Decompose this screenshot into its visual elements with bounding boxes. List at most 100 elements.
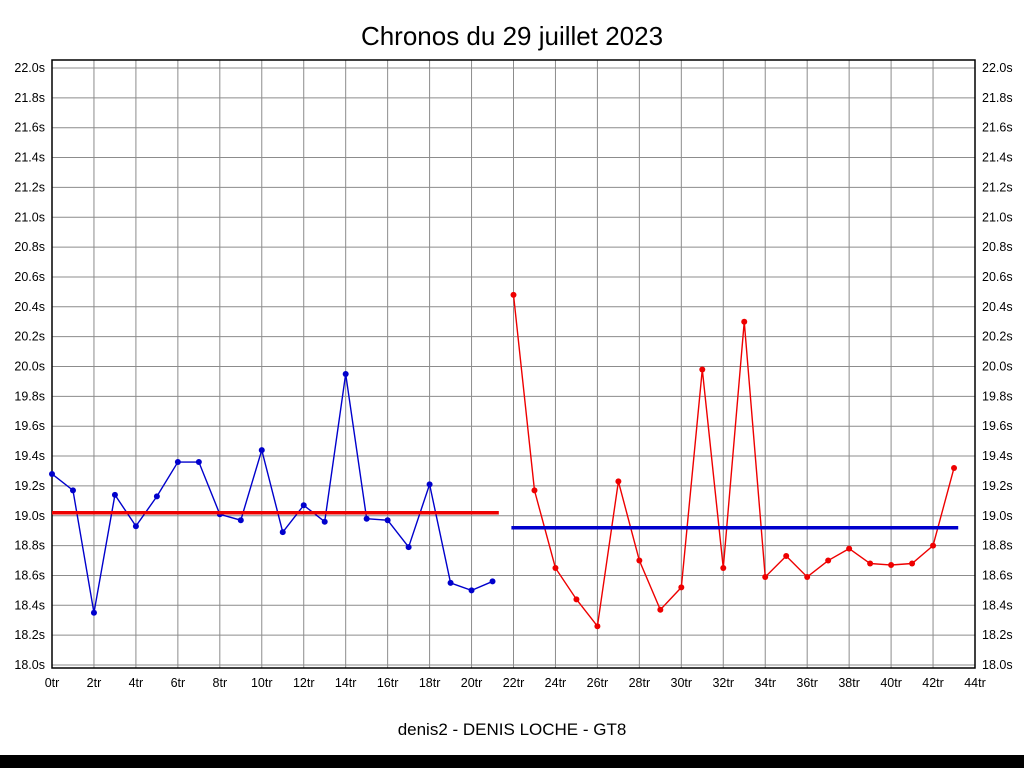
y-tick-label-right: 18.8s	[982, 539, 1013, 553]
chronos-session-1-point	[447, 579, 454, 586]
chronos-session-1-point	[49, 470, 55, 477]
x-tick-label: 20tr	[461, 676, 483, 690]
x-tick-label: 4tr	[129, 676, 144, 690]
y-tick-label-left: 21.0s	[14, 210, 45, 224]
chronos-session-2-point	[615, 478, 622, 485]
chronos-session-2-point	[657, 606, 664, 613]
y-tick-label-right: 22.0s	[982, 61, 1013, 75]
x-tick-label: 22tr	[503, 676, 525, 690]
x-tick-label: 0tr	[45, 676, 60, 690]
chronos-session-2-point	[783, 553, 790, 560]
chart-subtitle: denis2 - DENIS LOCHE - GT8	[397, 720, 627, 739]
x-tick-label: 6tr	[171, 676, 186, 690]
chronos-session-1-point	[468, 587, 475, 594]
chronos-session-1-point	[384, 517, 391, 524]
x-tick-label: 24tr	[545, 676, 567, 690]
chronos-session-1-point	[405, 544, 412, 551]
x-tick-label: 18tr	[419, 676, 441, 690]
x-tick-label: 28tr	[629, 676, 651, 690]
x-tick-label: 36tr	[796, 676, 818, 690]
chronos-session-2-point	[909, 560, 916, 567]
chronos-session-1-point	[321, 518, 328, 525]
x-tick-label: 42tr	[922, 676, 944, 690]
chronos-session-1-point	[111, 491, 118, 498]
chronos-session-2-point	[846, 545, 853, 552]
chronos-session-1-point	[342, 370, 349, 377]
x-tick-label: 16tr	[377, 676, 399, 690]
x-tick-label: 38tr	[838, 676, 860, 690]
y-tick-label-right: 18.2s	[982, 628, 1013, 642]
y-tick-label-right: 20.0s	[982, 360, 1013, 374]
y-tick-label-right: 19.6s	[982, 419, 1013, 433]
y-tick-label-left: 18.2s	[14, 628, 45, 642]
y-tick-label-left: 21.2s	[14, 180, 45, 194]
y-tick-label-left: 21.6s	[14, 121, 45, 135]
y-tick-label-right: 21.8s	[982, 91, 1013, 105]
y-tick-label-left: 21.4s	[14, 151, 45, 165]
y-tick-label-left: 18.8s	[14, 539, 45, 553]
y-tick-label-left: 19.2s	[14, 479, 45, 493]
y-tick-label-left: 22.0s	[14, 61, 45, 75]
y-tick-label-left: 18.0s	[14, 658, 45, 672]
y-tick-label-left: 19.8s	[14, 389, 45, 403]
chronos-session-1-point	[489, 578, 496, 585]
chronos-session-2-point	[552, 564, 559, 571]
y-tick-label-right: 19.8s	[982, 389, 1013, 403]
chronos-session-2-point	[951, 464, 958, 471]
y-tick-label-left: 21.8s	[14, 91, 45, 105]
y-tick-label-left: 20.2s	[14, 330, 45, 344]
y-tick-label-left: 19.0s	[14, 509, 45, 523]
chronos-session-1-point	[132, 523, 139, 530]
chronos-session-2-point	[594, 623, 601, 630]
chronos-session-1-point	[69, 487, 76, 494]
y-tick-label-left: 20.0s	[14, 360, 45, 374]
x-tick-label: 32tr	[712, 676, 734, 690]
chronos-session-2-point	[636, 557, 643, 564]
y-tick-label-right: 21.6s	[982, 121, 1013, 135]
y-tick-label-right: 20.2s	[982, 330, 1013, 344]
x-tick-label: 14tr	[335, 676, 357, 690]
y-tick-label-left: 18.6s	[14, 568, 45, 582]
chronos-session-2-point	[573, 596, 580, 603]
y-tick-label-right: 20.4s	[982, 300, 1013, 314]
y-tick-label-left: 20.6s	[14, 270, 45, 284]
x-tick-label: 12tr	[293, 676, 315, 690]
y-tick-label-right: 19.2s	[982, 479, 1013, 493]
chronos-session-2-point	[888, 562, 895, 569]
y-tick-label-right: 20.8s	[982, 240, 1013, 254]
y-tick-label-right: 21.0s	[982, 210, 1013, 224]
chronos-session-1-point	[300, 502, 307, 509]
y-tick-label-left: 20.8s	[14, 240, 45, 254]
y-tick-label-right: 19.4s	[982, 449, 1013, 463]
chronos-session-1-line	[51, 373, 493, 613]
chronos-session-1-point	[258, 447, 265, 454]
x-tick-label: 8tr	[213, 676, 228, 690]
chronos-session-2-point	[510, 291, 517, 298]
chronos-session-1-point	[426, 481, 433, 488]
chronos-session-2-point	[825, 557, 832, 564]
y-tick-label-right: 18.4s	[982, 598, 1013, 612]
bottom-bar	[0, 755, 1024, 768]
chart-title: Chronos du 29 juillet 2023	[360, 21, 664, 51]
chronos-session-1-point	[237, 517, 244, 524]
y-tick-label-right: 18.6s	[982, 568, 1013, 582]
y-tick-label-left: 19.4s	[14, 449, 45, 463]
y-tick-label-right: 19.0s	[982, 509, 1013, 523]
chronos-session-1-point	[174, 459, 181, 466]
x-tick-label: 44tr	[964, 676, 986, 690]
chronos-session-1-point	[195, 459, 202, 466]
x-tick-label: 10tr	[251, 676, 273, 690]
chronos-session-1-point	[363, 515, 370, 522]
y-tick-label-left: 18.4s	[14, 598, 45, 612]
y-tick-label-left: 19.6s	[14, 419, 45, 433]
x-tick-label: 34tr	[754, 676, 776, 690]
chronos-session-2-point	[678, 584, 685, 591]
chronos-session-2-point	[804, 573, 811, 580]
x-tick-label: 2tr	[87, 676, 102, 690]
plot-border	[51, 59, 976, 669]
chronos-session-2-point	[741, 318, 748, 325]
x-tick-label: 40tr	[880, 676, 902, 690]
y-tick-label-right: 21.4s	[982, 151, 1013, 165]
